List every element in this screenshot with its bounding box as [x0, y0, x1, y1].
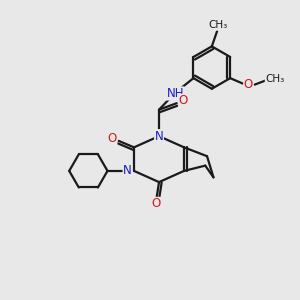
Text: O: O	[244, 78, 253, 91]
Text: O: O	[178, 94, 188, 107]
Text: N: N	[123, 164, 132, 177]
Text: O: O	[152, 197, 161, 210]
Text: NH: NH	[167, 87, 184, 100]
Text: CH₃: CH₃	[265, 74, 285, 84]
Text: N: N	[154, 130, 164, 143]
Text: O: O	[108, 132, 117, 145]
Text: CH₃: CH₃	[209, 20, 228, 30]
